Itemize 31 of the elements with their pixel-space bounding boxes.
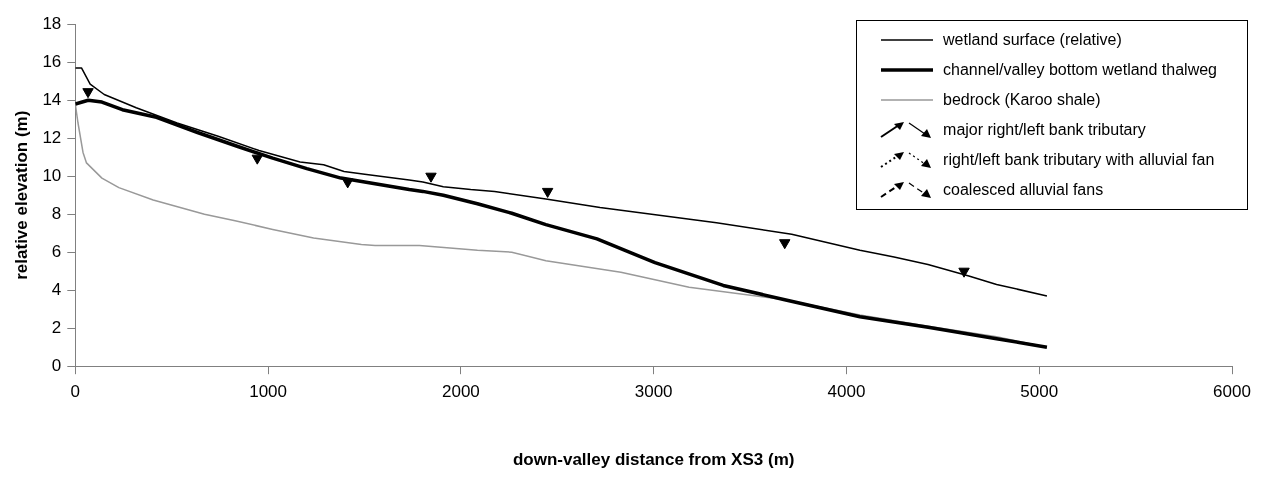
y-tick-label: 14 [42, 89, 62, 109]
x-tick-label: 5000 [1020, 382, 1059, 402]
x-tick-label: 2000 [441, 382, 480, 402]
y-tick-label: 16 [42, 51, 62, 71]
y-axis-title: relative elevation (m) [11, 110, 31, 280]
point [541, 187, 554, 198]
legend-label: major right/left bank tributary [943, 121, 1146, 139]
legend-label: channel/valley bottom wetland thalweg [943, 61, 1217, 79]
y-tick-label: 6 [51, 241, 62, 261]
x-tick-label: 6000 [1213, 382, 1251, 402]
legend-label: right/left bank tributary with alluvial fan [943, 151, 1215, 169]
y-tick-label: 10 [42, 165, 62, 185]
y-tick-label: 8 [51, 203, 62, 223]
y-tick-label: 0 [51, 355, 62, 375]
x-tick-label: 1000 [249, 382, 288, 402]
legend-label: bedrock (Karoo shale) [943, 91, 1101, 109]
point [958, 267, 970, 278]
y-tick-label: 18 [42, 13, 62, 33]
point [425, 172, 437, 183]
x-tick-label: 3000 [634, 382, 673, 402]
legend-label: wetland surface (relative) [943, 31, 1122, 49]
legend-label: coalesced alluvial fans [943, 181, 1104, 199]
x-tick-label: 4000 [827, 382, 866, 402]
point [82, 88, 94, 99]
x-tick-label: 0 [70, 382, 81, 402]
x-axis-title: down-valley distance from XS3 (m) [512, 450, 795, 470]
point [251, 154, 263, 165]
y-tick-label: 2 [51, 317, 62, 337]
point [779, 239, 791, 250]
y-tick-label: 12 [42, 127, 62, 147]
y-tick-label: 4 [51, 279, 62, 299]
